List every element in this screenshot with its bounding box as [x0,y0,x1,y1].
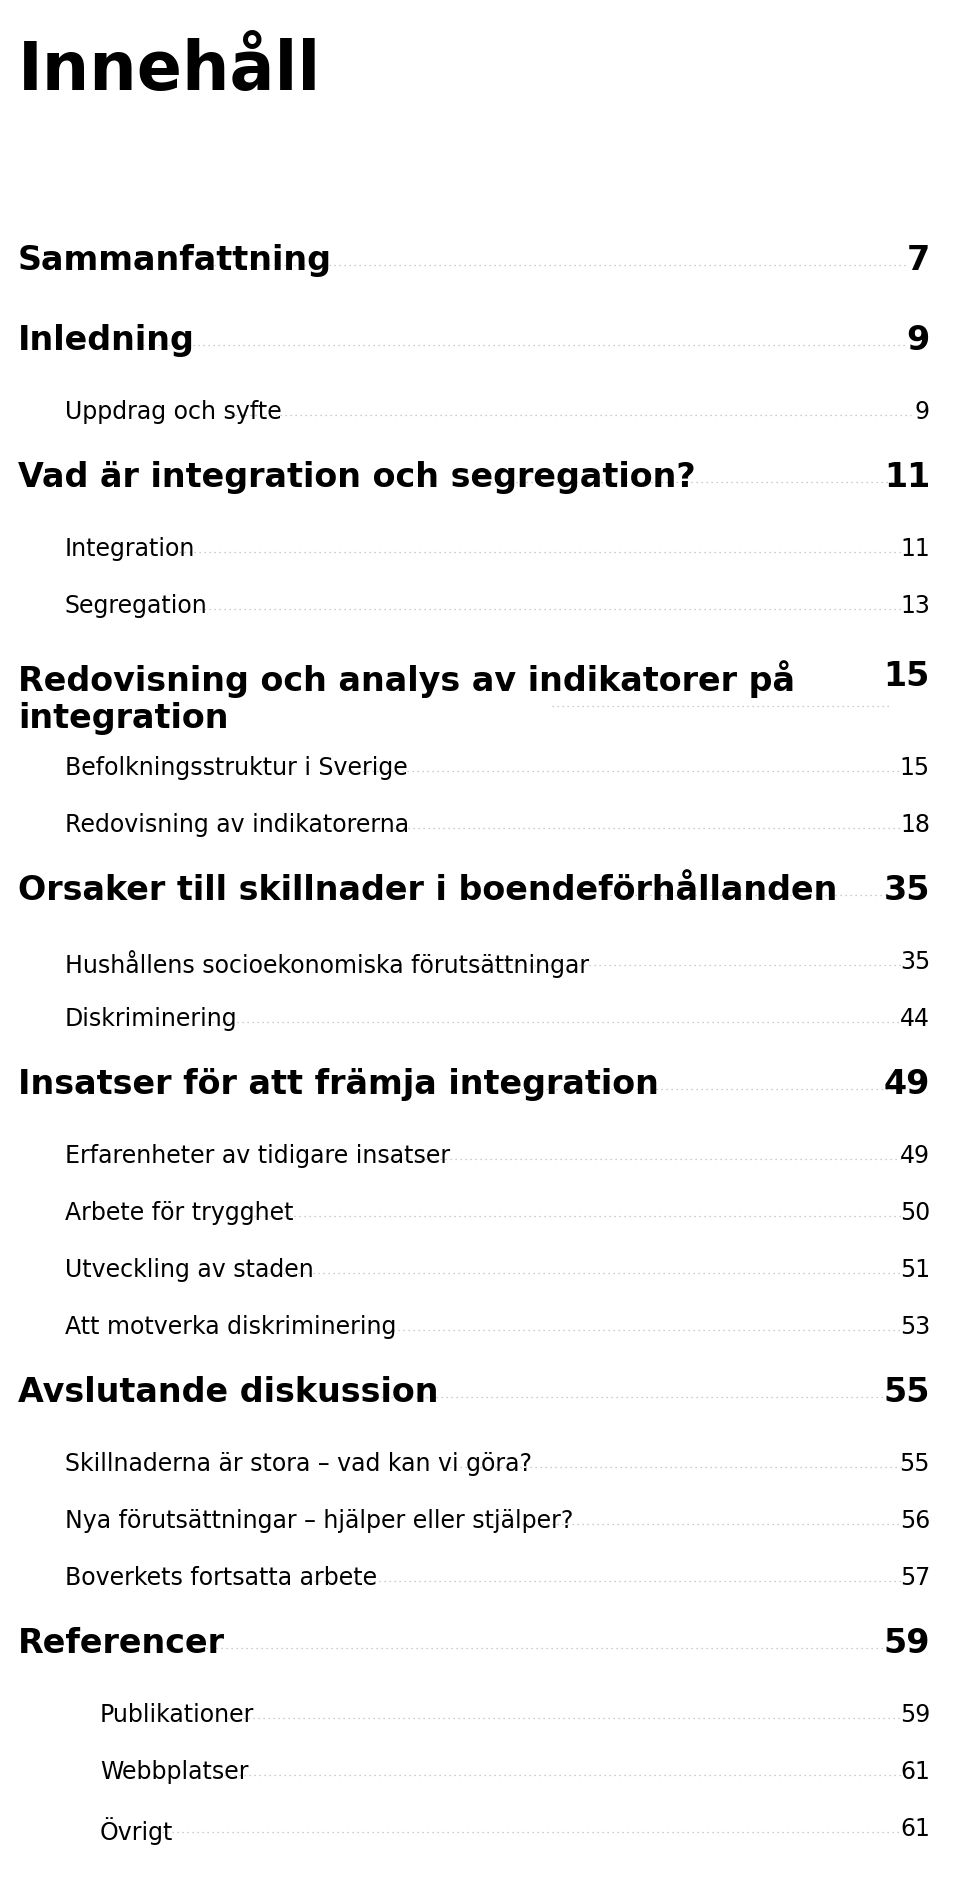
Text: Avslutande diskussion: Avslutande diskussion [18,1375,439,1410]
Text: 57: 57 [900,1567,930,1591]
Text: Redovisning av indikatorerna: Redovisning av indikatorerna [65,814,409,838]
Text: Segregation: Segregation [65,594,207,619]
Text: Redovisning och analys av indikatorer på
integration: Redovisning och analys av indikatorer på… [18,660,795,734]
Text: Arbete för trygghet: Arbete för trygghet [65,1201,294,1226]
Text: 18: 18 [900,814,930,838]
Text: 55: 55 [900,1453,930,1476]
Text: 50: 50 [900,1201,930,1226]
Text: 49: 49 [900,1145,930,1167]
Text: 35: 35 [883,874,930,908]
Text: Webbplatser: Webbplatser [100,1760,249,1784]
Text: 7: 7 [907,244,930,278]
Text: Nya förutsättningar – hjälper eller stjälper?: Nya förutsättningar – hjälper eller stjä… [65,1510,573,1533]
Text: 15: 15 [883,660,930,692]
Text: Diskriminering: Diskriminering [65,1007,238,1031]
Text: 15: 15 [900,757,930,780]
Text: 56: 56 [900,1510,930,1533]
Text: Skillnaderna är stora – vad kan vi göra?: Skillnaderna är stora – vad kan vi göra? [65,1453,532,1476]
Text: Orsaker till skillnader i boendeförhållanden: Orsaker till skillnader i boendeförhålla… [18,874,837,908]
Text: Att motverka diskriminering: Att motverka diskriminering [65,1315,396,1340]
Text: Uppdrag och syfte: Uppdrag och syfte [65,401,281,424]
Text: 44: 44 [900,1007,930,1031]
Text: Hushållens socioekonomiska förutsättningar: Hushållens socioekonomiska förutsättning… [65,950,589,978]
Text: Befolkningsstruktur i Sverige: Befolkningsstruktur i Sverige [65,757,408,780]
Text: 11: 11 [900,537,930,562]
Text: 9: 9 [915,401,930,424]
Text: Referencer: Referencer [18,1627,225,1661]
Text: 55: 55 [883,1375,930,1410]
Text: 53: 53 [900,1315,930,1340]
Text: Insatser för att främja integration: Insatser för att främja integration [18,1069,659,1101]
Text: 49: 49 [883,1069,930,1101]
Text: 61: 61 [900,1816,930,1841]
Text: 13: 13 [900,594,930,619]
Text: 61: 61 [900,1760,930,1784]
Text: Publikationer: Publikationer [100,1703,254,1727]
Text: Utveckling av staden: Utveckling av staden [65,1258,314,1283]
Text: Inledning: Inledning [18,324,195,358]
Text: 35: 35 [900,950,930,974]
Text: 59: 59 [900,1703,930,1727]
Text: Boverkets fortsatta arbete: Boverkets fortsatta arbete [65,1567,377,1591]
Text: 51: 51 [900,1258,930,1283]
Text: 59: 59 [883,1627,930,1661]
Text: Innehåll: Innehåll [18,38,322,104]
Text: Sammanfattning: Sammanfattning [18,244,332,278]
Text: Övrigt: Övrigt [100,1816,174,1845]
Text: Erfarenheter av tidigare insatser: Erfarenheter av tidigare insatser [65,1145,450,1167]
Text: 11: 11 [884,462,930,494]
Text: Integration: Integration [65,537,196,562]
Text: Vad är integration och segregation?: Vad är integration och segregation? [18,462,696,494]
Text: 9: 9 [907,324,930,358]
